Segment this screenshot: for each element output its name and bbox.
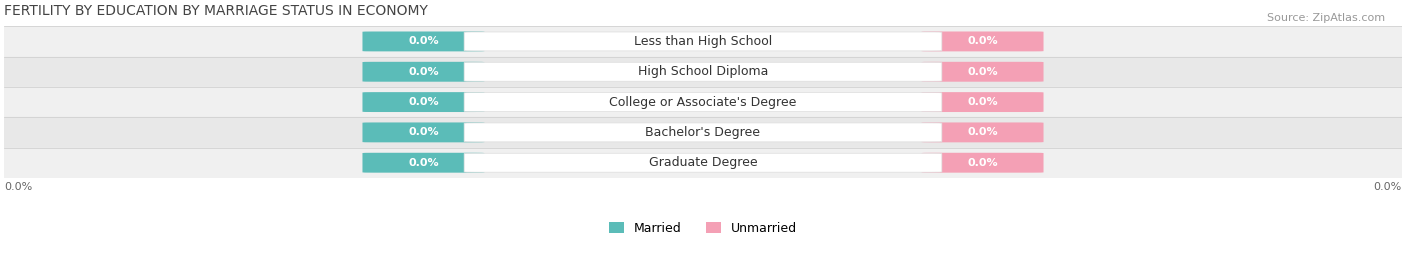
Bar (4, 56, 1402, 87)
Text: College or Associate's Degree: College or Associate's Degree (609, 95, 797, 109)
FancyBboxPatch shape (921, 122, 1043, 142)
Text: 0.0%: 0.0% (967, 158, 998, 168)
Text: 0.0%: 0.0% (408, 158, 439, 168)
FancyBboxPatch shape (464, 123, 942, 142)
Text: High School Diploma: High School Diploma (638, 65, 768, 78)
FancyBboxPatch shape (363, 62, 485, 82)
Text: 0.0%: 0.0% (408, 67, 439, 77)
FancyBboxPatch shape (464, 62, 942, 81)
Bar (4, 87, 1402, 117)
FancyBboxPatch shape (464, 32, 942, 51)
Text: Bachelor's Degree: Bachelor's Degree (645, 126, 761, 139)
Text: 0.0%: 0.0% (967, 128, 998, 137)
FancyBboxPatch shape (921, 92, 1043, 112)
FancyBboxPatch shape (363, 122, 485, 142)
Bar (4, 26, 1402, 56)
Legend: Married, Unmarried: Married, Unmarried (603, 217, 803, 240)
Text: Source: ZipAtlas.com: Source: ZipAtlas.com (1267, 13, 1385, 23)
FancyBboxPatch shape (464, 93, 942, 112)
FancyBboxPatch shape (363, 92, 485, 112)
FancyBboxPatch shape (921, 153, 1043, 173)
Text: FERTILITY BY EDUCATION BY MARRIAGE STATUS IN ECONOMY: FERTILITY BY EDUCATION BY MARRIAGE STATU… (4, 4, 427, 18)
Text: Graduate Degree: Graduate Degree (648, 156, 758, 169)
Bar (4, 148, 1402, 178)
FancyBboxPatch shape (363, 31, 485, 51)
Text: Less than High School: Less than High School (634, 35, 772, 48)
FancyBboxPatch shape (363, 153, 485, 173)
Bar (4, 117, 1402, 148)
Text: 0.0%: 0.0% (408, 36, 439, 47)
Text: 0.0%: 0.0% (408, 128, 439, 137)
Text: 0.0%: 0.0% (4, 182, 32, 192)
FancyBboxPatch shape (921, 62, 1043, 82)
Text: 0.0%: 0.0% (967, 67, 998, 77)
Text: 0.0%: 0.0% (967, 97, 998, 107)
FancyBboxPatch shape (921, 31, 1043, 51)
FancyBboxPatch shape (464, 153, 942, 172)
Text: 0.0%: 0.0% (967, 36, 998, 47)
Text: 0.0%: 0.0% (1374, 182, 1402, 192)
Text: 0.0%: 0.0% (408, 97, 439, 107)
